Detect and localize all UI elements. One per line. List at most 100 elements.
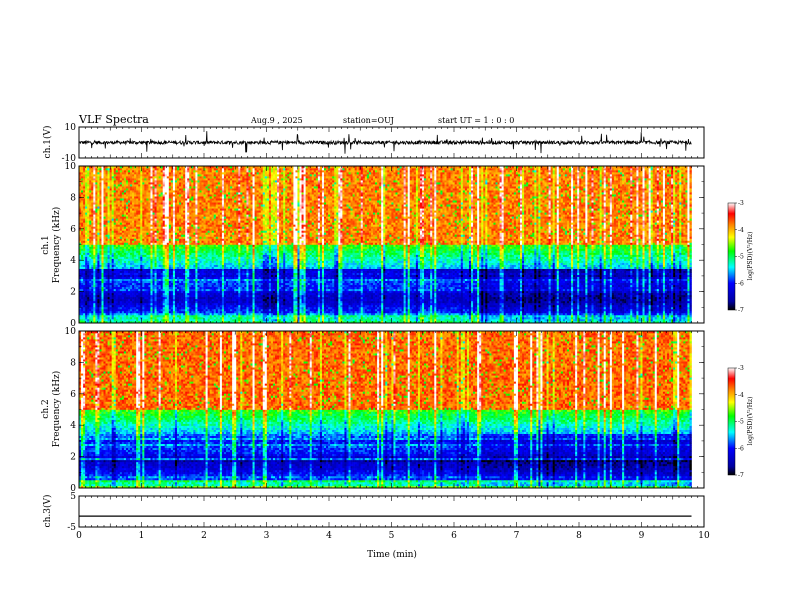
spectrogram-cell — [148, 293, 150, 295]
spectrogram-cell — [261, 299, 263, 301]
spectrogram-cell — [379, 301, 381, 303]
spectrogram-cell — [346, 297, 348, 299]
spectrogram-cell — [557, 303, 559, 305]
spectrogram-cell — [328, 313, 330, 315]
spectrogram-cell — [563, 309, 565, 311]
spectrogram-cell — [502, 291, 504, 293]
spectrogram-cell — [640, 309, 642, 311]
spectrogram-cell — [128, 303, 130, 305]
spectrogram-cell — [171, 317, 173, 319]
spectrogram-cell — [596, 293, 598, 295]
spectrogram-cell — [651, 295, 653, 297]
spectrogram-cell — [114, 317, 116, 319]
spectrogram-cell — [379, 305, 381, 307]
spectrogram-cell — [269, 303, 271, 305]
spectrogram-cell — [275, 303, 277, 305]
spectrogram-cell — [485, 311, 487, 313]
spectrogram-cell — [522, 295, 524, 297]
spectrogram-cell — [561, 307, 563, 309]
spectrogram-cell — [449, 295, 451, 297]
spectrogram-cell — [416, 309, 418, 311]
spectrogram-cell — [653, 293, 655, 295]
spectrogram-cell — [465, 317, 467, 319]
spectrogram-cell — [442, 299, 444, 301]
spectrogram-cell — [561, 309, 563, 311]
spectrogram-cell — [549, 301, 551, 303]
spectrogram-cell — [306, 299, 308, 301]
spectrogram-cell — [177, 295, 179, 297]
spectrogram-cell — [248, 319, 250, 321]
spectrogram-cell — [340, 313, 342, 315]
spectrogram-cell — [175, 305, 177, 307]
spectrogram-cell — [400, 303, 402, 305]
spectrogram-cell — [428, 297, 430, 299]
spectrogram-cell — [297, 317, 299, 319]
spectrogram-cell — [569, 297, 571, 299]
spectrogram-cell — [95, 315, 97, 317]
spectrogram-cell — [524, 309, 526, 311]
spectrogram-cell — [153, 311, 155, 313]
spectrogram-cell — [522, 301, 524, 303]
spectrogram-cell — [671, 295, 673, 297]
spectrogram-cell — [342, 313, 344, 315]
spectrogram-cell — [236, 313, 238, 315]
spectrogram-cell — [520, 295, 522, 297]
spectrogram-cell — [355, 299, 357, 301]
spectrogram-cell — [306, 313, 308, 315]
spectrogram-cell — [412, 319, 414, 321]
spectrogram-cell — [614, 301, 616, 303]
spectrogram-cell — [281, 315, 283, 317]
spectrogram-cell — [251, 303, 253, 305]
spectrogram-cell — [620, 293, 622, 295]
spectrogram-cell — [508, 305, 510, 307]
spectrogram-cell — [216, 301, 218, 303]
spectrogram-cell — [285, 309, 287, 311]
spectrogram-cell — [412, 309, 414, 311]
spectrogram-cell — [665, 309, 667, 311]
spectrogram-cell — [389, 311, 391, 313]
spectrogram-cell — [573, 297, 575, 299]
spectrogram-cell — [504, 315, 506, 317]
spectrogram-cell — [624, 303, 626, 305]
spectrogram-cell — [206, 315, 208, 317]
spectrogram-cell — [565, 299, 567, 301]
spectrogram-cell — [312, 313, 314, 315]
spectrogram-cell — [155, 305, 157, 307]
spectrogram-cell — [279, 299, 281, 301]
spectrogram-cell — [326, 307, 328, 309]
spectrogram-cell — [683, 307, 685, 309]
spectrogram-cell — [114, 291, 116, 293]
spectrogram-cell — [420, 301, 422, 303]
spectrogram-cell — [559, 297, 561, 299]
spectrogram-cell — [101, 295, 103, 297]
spectrogram-cell — [108, 313, 110, 315]
spectrogram-cell — [136, 313, 138, 315]
spectrogram-cell — [479, 305, 481, 307]
spectrogram-cell — [271, 317, 273, 319]
spectrogram-cell — [451, 305, 453, 307]
spectrogram-cell — [265, 305, 267, 307]
spectrogram-cell — [569, 309, 571, 311]
spectrogram-cell — [469, 293, 471, 295]
spectrogram-cell — [434, 305, 436, 307]
spectrogram-cell — [244, 303, 246, 305]
spectrogram-cell — [285, 297, 287, 299]
spectrogram-cell — [232, 291, 234, 293]
spectrogram-cell — [120, 315, 122, 317]
spectrogram-cell — [295, 311, 297, 313]
spectrogram-cell — [363, 293, 365, 295]
spectrogram-cell — [314, 317, 316, 319]
spectrogram-cell — [442, 303, 444, 305]
spectrogram-cell — [271, 319, 273, 321]
spectrogram-cell — [104, 313, 106, 315]
spectrogram-cell — [526, 295, 528, 297]
spectrogram-cell — [234, 315, 236, 317]
spectrogram-cell — [320, 317, 322, 319]
spectrogram-cell — [246, 317, 248, 319]
spectrogram-cell — [667, 313, 669, 315]
spectrogram-cell — [563, 305, 565, 307]
spectrogram-cell — [675, 297, 677, 299]
spectrogram-cell — [355, 305, 357, 307]
spectrogram-cell — [663, 317, 665, 319]
spectrogram-cell — [169, 305, 171, 307]
